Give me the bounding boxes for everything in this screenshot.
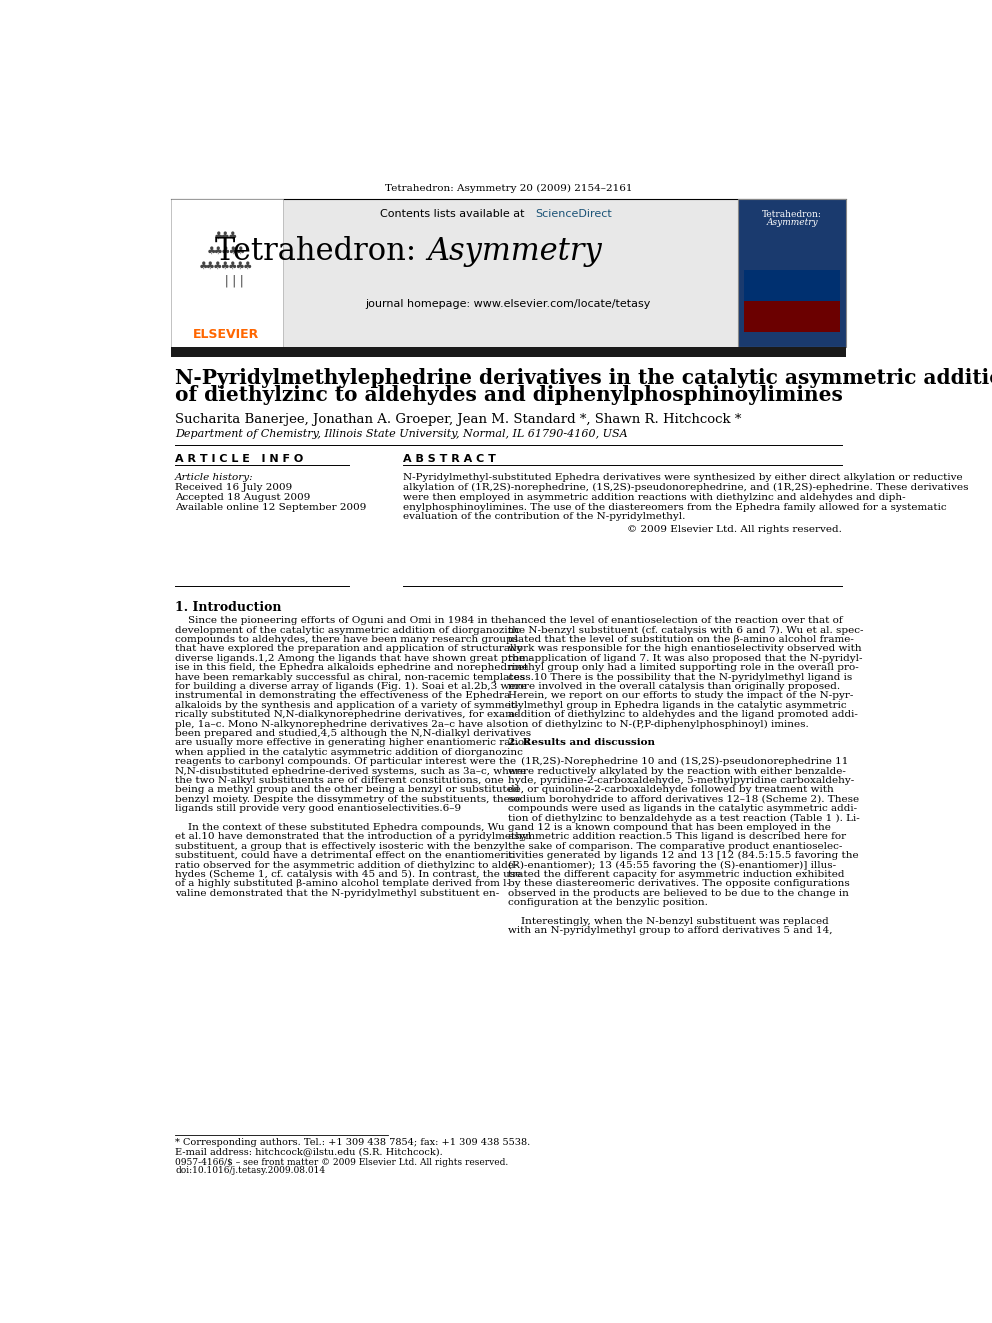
Text: N,N-disubstituted ephedrine-derived systems, such as 3a–c, where: N,N-disubstituted ephedrine-derived syst… bbox=[176, 766, 527, 775]
Text: alkylation of (1R,2S)-norephedrine, (1S,2S)-pseudonorephedrine, and (1R,2S)-ephe: alkylation of (1R,2S)-norephedrine, (1S,… bbox=[403, 483, 968, 492]
Text: of diethylzinc to aldehydes and diphenylphosphinoylimines: of diethylzinc to aldehydes and diphenyl… bbox=[176, 385, 843, 405]
Text: journal homepage: www.elsevier.com/locate/tetasy: journal homepage: www.elsevier.com/locat… bbox=[366, 299, 651, 308]
Text: addition of diethylzinc to aldehydes and the ligand promoted addi-: addition of diethylzinc to aldehydes and… bbox=[509, 710, 858, 720]
Text: ise in this field, the Ephedra alkaloids ephedrine and norephedrine: ise in this field, the Ephedra alkaloids… bbox=[176, 663, 529, 672]
Text: cess.10 There is the possibility that the N-pyridylmethyl ligand is: cess.10 There is the possibility that th… bbox=[509, 672, 853, 681]
Text: Asymmetry: Asymmetry bbox=[428, 235, 602, 267]
Bar bbox=[283, 198, 738, 348]
Text: et al.10 have demonstrated that the introduction of a pyridylmethyl: et al.10 have demonstrated that the intr… bbox=[176, 832, 532, 841]
Text: sodium borohydride to afford derivatives 12–18 (Scheme 2). These: sodium borohydride to afford derivatives… bbox=[509, 795, 859, 804]
Text: hydes (Scheme 1, cf. catalysis with 45 and 5). In contrast, the use: hydes (Scheme 1, cf. catalysis with 45 a… bbox=[176, 869, 522, 878]
Text: for building a diverse array of ligands (Fig. 1). Soai et al.2b,3 were: for building a diverse array of ligands … bbox=[176, 681, 527, 691]
Text: diverse ligands.1,2 Among the ligands that have shown great prom-: diverse ligands.1,2 Among the ligands th… bbox=[176, 654, 533, 663]
Text: tion of diethylzinc to N-(P,P-diphenylphosphinoyl) imines.: tion of diethylzinc to N-(P,P-diphenylph… bbox=[509, 720, 809, 729]
Text: idylmethyl group in Ephedra ligands in the catalytic asymmetric: idylmethyl group in Ephedra ligands in t… bbox=[509, 701, 847, 710]
Text: trated the different capacity for asymmetric induction exhibited: trated the different capacity for asymme… bbox=[509, 871, 845, 878]
Text: N-Pyridylmethyl-substituted Ephedra derivatives were synthesized by either direc: N-Pyridylmethyl-substituted Ephedra deri… bbox=[403, 474, 962, 482]
Text: reagents to carbonyl compounds. Of particular interest were the: reagents to carbonyl compounds. Of parti… bbox=[176, 757, 516, 766]
Text: when applied in the catalytic asymmetric addition of diorganozinc: when applied in the catalytic asymmetric… bbox=[176, 747, 523, 757]
Text: Tetrahedron:: Tetrahedron: bbox=[762, 210, 822, 218]
Text: Available online 12 September 2009: Available online 12 September 2009 bbox=[176, 503, 366, 512]
Text: ple, 1a–c. Mono N-alkynorephedrine derivatives 2a–c have also: ple, 1a–c. Mono N-alkynorephedrine deriv… bbox=[176, 720, 508, 729]
Text: instrumental in demonstrating the effectiveness of the Ephedra: instrumental in demonstrating the effect… bbox=[176, 692, 511, 700]
Text: In the context of these substituted Ephedra compounds, Wu: In the context of these substituted Ephe… bbox=[176, 823, 505, 832]
Text: work was responsible for the high enantioselectivity observed with: work was responsible for the high enanti… bbox=[509, 644, 862, 654]
Text: tivities generated by ligands 12 and 13 [12 (84.5:15.5 favoring the: tivities generated by ligands 12 and 13 … bbox=[509, 851, 859, 860]
Text: Tetrahedron: Asymmetry 20 (2009) 2154–2161: Tetrahedron: Asymmetry 20 (2009) 2154–21… bbox=[385, 184, 632, 193]
Text: substituent, could have a detrimental effect on the enantiomeric: substituent, could have a detrimental ef… bbox=[176, 851, 515, 860]
Bar bbox=[171, 347, 846, 357]
Text: valine demonstrated that the N-pyridylmethyl substituent en-: valine demonstrated that the N-pyridylme… bbox=[176, 889, 499, 898]
Text: hyde, pyridine-2-carboxaldehyde, 5-methylpyridine carboxaldehy-: hyde, pyridine-2-carboxaldehyde, 5-methy… bbox=[509, 777, 855, 785]
Text: of a highly substituted β-amino alcohol template derived from l-: of a highly substituted β-amino alcohol … bbox=[176, 880, 510, 888]
Text: that have explored the preparation and application of structurally: that have explored the preparation and a… bbox=[176, 644, 523, 654]
Text: rically substituted N,N-dialkynorephedrine derivatives, for exam-: rically substituted N,N-dialkynorephedri… bbox=[176, 710, 519, 720]
Text: (R)-enantiomer); 13 (45:55 favoring the (S)-enantiomer)] illus-: (R)-enantiomer); 13 (45:55 favoring the … bbox=[509, 860, 836, 869]
Text: Accepted 18 August 2009: Accepted 18 August 2009 bbox=[176, 493, 310, 501]
Text: being a methyl group and the other being a benzyl or substituted: being a methyl group and the other being… bbox=[176, 786, 520, 794]
Text: Department of Chemistry, Illinois State University, Normal, IL 61790-4160, USA: Department of Chemistry, Illinois State … bbox=[176, 430, 628, 439]
Text: by these diastereomeric derivatives. The opposite configurations: by these diastereomeric derivatives. The… bbox=[509, 880, 850, 888]
Text: Received 16 July 2009: Received 16 July 2009 bbox=[176, 483, 293, 492]
Text: alkaloids by the synthesis and application of a variety of symmet-: alkaloids by the synthesis and applicati… bbox=[176, 701, 519, 710]
Text: observed in the products are believed to be due to the change in: observed in the products are believed to… bbox=[509, 889, 849, 898]
Text: Asymmetry: Asymmetry bbox=[766, 218, 817, 228]
Text: N-Pyridylmethylephedrine derivatives in the catalytic asymmetric addition: N-Pyridylmethylephedrine derivatives in … bbox=[176, 368, 992, 388]
Text: substituent, a group that is effectively isosteric with the benzyl: substituent, a group that is effectively… bbox=[176, 841, 508, 851]
Text: A R T I C L E   I N F O: A R T I C L E I N F O bbox=[176, 454, 304, 464]
Text: the two N-alkyl substituents are of different constitutions, one: the two N-alkyl substituents are of diff… bbox=[176, 777, 504, 785]
Text: ratio observed for the asymmetric addition of diethylzinc to alde-: ratio observed for the asymmetric additi… bbox=[176, 860, 518, 869]
Text: 0957-4166/$ – see front matter © 2009 Elsevier Ltd. All rights reserved.: 0957-4166/$ – see front matter © 2009 El… bbox=[176, 1158, 508, 1167]
Text: ScienceDirect: ScienceDirect bbox=[535, 209, 611, 220]
Text: * Corresponding authors. Tel.: +1 309 438 7854; fax: +1 309 438 5538.: * Corresponding authors. Tel.: +1 309 43… bbox=[176, 1138, 531, 1147]
Text: enylphosphinoylimines. The use of the diastereomers from the Ephedra family allo: enylphosphinoylimines. The use of the di… bbox=[403, 503, 946, 512]
Text: evaluation of the contribution of the N-pyridylmethyl.: evaluation of the contribution of the N-… bbox=[403, 512, 685, 521]
Text: ♣♣♣
♣♣♣♣♣
♣♣♣♣♣♣♣
  |||: ♣♣♣ ♣♣♣♣♣ ♣♣♣♣♣♣♣ ||| bbox=[200, 230, 253, 288]
Text: doi:10.1016/j.tetasy.2009.08.014: doi:10.1016/j.tetasy.2009.08.014 bbox=[176, 1166, 325, 1175]
Bar bbox=[171, 198, 283, 348]
Text: configuration at the benzylic position.: configuration at the benzylic position. bbox=[509, 898, 708, 908]
Text: Article history:: Article history: bbox=[176, 474, 254, 482]
Bar bbox=[738, 198, 846, 348]
Text: development of the catalytic asymmetric addition of diorganozinc: development of the catalytic asymmetric … bbox=[176, 626, 520, 635]
Text: ligands still provide very good enantioselectivities.6–9: ligands still provide very good enantios… bbox=[176, 804, 461, 814]
Text: were then employed in asymmetric addition reactions with diethylzinc and aldehyd: were then employed in asymmetric additio… bbox=[403, 492, 906, 501]
Text: were reductively alkylated by the reaction with either benzalde-: were reductively alkylated by the reacti… bbox=[509, 766, 846, 775]
Text: gand 12 is a known compound that has been employed in the: gand 12 is a known compound that has bee… bbox=[509, 823, 831, 832]
Text: with an N-pyridylmethyl group to afford derivatives 5 and 14,: with an N-pyridylmethyl group to afford … bbox=[509, 926, 833, 935]
Text: 2. Results and discussion: 2. Results and discussion bbox=[509, 738, 656, 747]
Text: ELSEVIER: ELSEVIER bbox=[193, 328, 260, 341]
Text: been prepared and studied,4,5 although the N,N-dialkyl derivatives: been prepared and studied,4,5 although t… bbox=[176, 729, 532, 738]
Text: are usually more effective in generating higher enantiomeric ratios: are usually more effective in generating… bbox=[176, 738, 530, 747]
Text: the application of ligand 7. It was also proposed that the N-pyridyl-: the application of ligand 7. It was also… bbox=[509, 654, 863, 663]
Text: more involved in the overall catalysis than originally proposed.: more involved in the overall catalysis t… bbox=[509, 683, 840, 691]
Text: methyl group only had a limited supporting role in the overall pro-: methyl group only had a limited supporti… bbox=[509, 663, 859, 672]
Text: have been remarkably successful as chiral, non-racemic templates: have been remarkably successful as chira… bbox=[176, 672, 525, 681]
Text: the sake of comparison. The comparative product enantioselec-: the sake of comparison. The comparative … bbox=[509, 841, 843, 851]
Text: asymmetric addition reaction.5 This ligand is described here for: asymmetric addition reaction.5 This liga… bbox=[509, 832, 846, 841]
Text: 1. Introduction: 1. Introduction bbox=[176, 601, 282, 614]
Text: compounds to aldehydes, there have been many research groups: compounds to aldehydes, there have been … bbox=[176, 635, 518, 644]
Text: hanced the level of enantioselection of the reaction over that of: hanced the level of enantioselection of … bbox=[509, 617, 843, 626]
Text: A B S T R A C T: A B S T R A C T bbox=[403, 454, 496, 464]
Text: benzyl moiety. Despite the dissymmetry of the substituents, these: benzyl moiety. Despite the dissymmetry o… bbox=[176, 795, 522, 804]
Text: Contents lists available at: Contents lists available at bbox=[380, 209, 528, 220]
Text: compounds were used as ligands in the catalytic asymmetric addi-: compounds were used as ligands in the ca… bbox=[509, 804, 857, 814]
Text: ulated that the level of substitution on the β-amino alcohol frame-: ulated that the level of substitution on… bbox=[509, 635, 854, 644]
Text: © 2009 Elsevier Ltd. All rights reserved.: © 2009 Elsevier Ltd. All rights reserved… bbox=[627, 525, 841, 534]
Text: Tetrahedron:: Tetrahedron: bbox=[215, 235, 427, 267]
Text: the N-benzyl substituent (cf. catalysis with 6 and 7). Wu et al. spec-: the N-benzyl substituent (cf. catalysis … bbox=[509, 626, 864, 635]
Text: Sucharita Banerjee, Jonathan A. Groeper, Jean M. Standard *, Shawn R. Hitchcock : Sucharita Banerjee, Jonathan A. Groeper,… bbox=[176, 413, 742, 426]
Text: tion of diethylzinc to benzaldehyde as a test reaction (Table 1 ). Li-: tion of diethylzinc to benzaldehyde as a… bbox=[509, 814, 860, 823]
Bar bbox=[744, 270, 840, 302]
Text: de, or quinoline-2-carboxaldehyde followed by treatment with: de, or quinoline-2-carboxaldehyde follow… bbox=[509, 786, 834, 794]
Text: Since the pioneering efforts of Oguni and Omi in 1984 in the: Since the pioneering efforts of Oguni an… bbox=[176, 617, 508, 626]
Bar bbox=[744, 270, 840, 332]
Text: Herein, we report on our efforts to study the impact of the N-pyr-: Herein, we report on our efforts to stud… bbox=[509, 692, 854, 700]
Text: E-mail address: hitchcock@ilstu.edu (S.R. Hitchcock).: E-mail address: hitchcock@ilstu.edu (S.R… bbox=[176, 1147, 442, 1156]
Text: Interestingly, when the N-benzyl substituent was replaced: Interestingly, when the N-benzyl substit… bbox=[509, 917, 829, 926]
Text: (1R,2S)-Norephedrine 10 and (1S,2S)-pseudonorephedrine 11: (1R,2S)-Norephedrine 10 and (1S,2S)-pseu… bbox=[509, 757, 849, 766]
